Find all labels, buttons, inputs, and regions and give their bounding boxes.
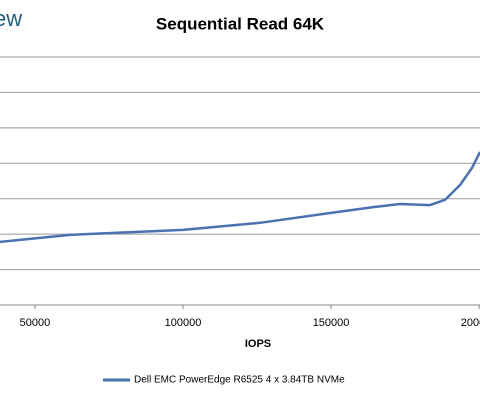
x-tick-label: 150000	[313, 317, 350, 329]
logo: ew	[0, 6, 22, 31]
chart-title: Sequential Read 64K	[156, 14, 325, 33]
legend-label: Dell EMC PowerEdge R6525 4 x 3.84TB NVMe	[134, 375, 345, 386]
x-tick-label: 100000	[165, 317, 202, 329]
x-tick-label: 50000	[20, 317, 51, 329]
x-tick-label: 200000	[461, 317, 480, 329]
x-axis-label: IOPS	[245, 338, 271, 350]
series-line	[0, 151, 480, 244]
